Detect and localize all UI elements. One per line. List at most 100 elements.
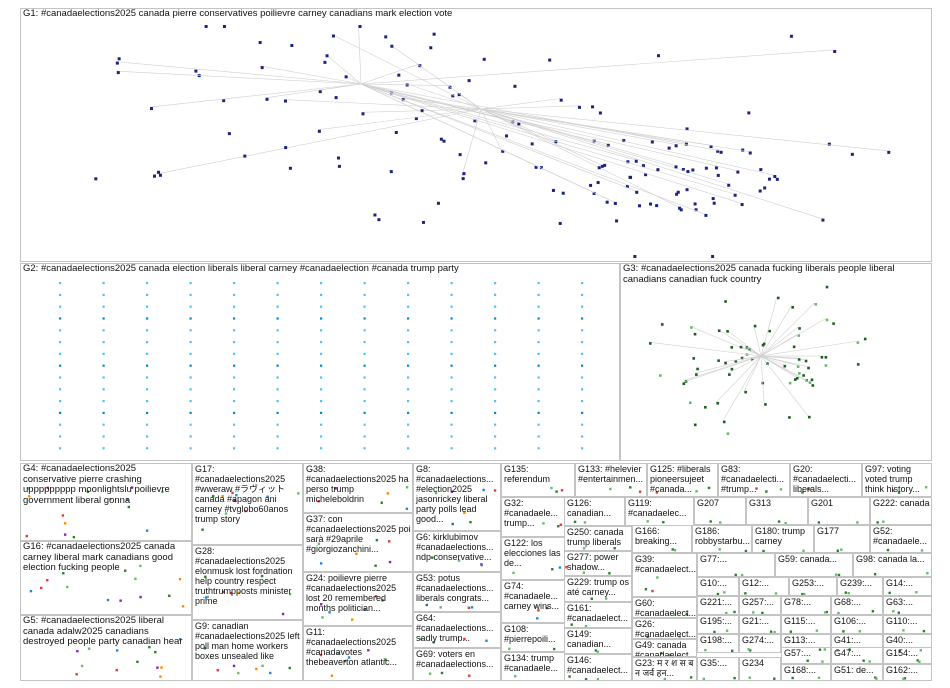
edge [360,83,734,195]
node [733,610,736,614]
cluster-g20: G20: #canadaelecti... liberals... [790,463,862,497]
cluster-g9-graph [203,647,291,675]
node [709,520,712,523]
node [317,500,320,503]
cluster-g52-graph [886,548,924,552]
edge [726,329,762,357]
node [581,447,584,450]
node [876,521,879,524]
cluster-g110-graph [902,629,926,633]
node [363,364,366,367]
node [288,166,292,170]
node [561,191,565,195]
cluster-g122: G122: los elecciones las de... [501,537,575,580]
node [924,486,928,489]
node [317,129,321,133]
node [882,520,885,523]
cluster-g229-graph [590,597,608,600]
cluster-g222: G222: canada [870,497,932,525]
node [407,352,410,355]
node [363,305,366,308]
cluster-g113-graph [818,648,827,651]
cluster-g221: G221:... [697,596,739,615]
node [61,514,65,517]
node [276,329,279,332]
node [734,360,738,364]
node [613,546,616,550]
node [189,423,192,426]
cluster-g26-graph [646,635,681,638]
node [682,382,686,386]
node [808,415,811,419]
node [451,94,455,98]
node [584,624,588,627]
node [320,376,323,379]
edge [265,83,362,99]
node [63,533,67,536]
node [59,364,62,367]
node [537,447,540,450]
edge [760,355,784,366]
cluster-g198: G198:... [697,634,739,653]
node [158,173,162,177]
node [711,197,715,201]
node [189,282,192,285]
node [222,590,225,594]
cluster-g162-graph [902,677,907,680]
node [875,677,878,680]
node [463,637,466,641]
cluster-g41-graph [836,648,851,652]
node [615,219,619,223]
node [276,447,279,450]
node [297,492,300,495]
node [414,117,418,121]
node [558,221,562,225]
node [808,381,812,384]
edge [722,355,762,421]
node [801,491,804,494]
node [517,122,521,126]
edge [283,99,482,110]
node [755,487,758,490]
node [102,282,105,285]
edge [480,108,675,166]
node [189,364,192,367]
node [694,208,698,212]
node [394,130,398,134]
cluster-g10: G10:... [697,577,739,596]
node [573,520,577,524]
node [337,652,340,655]
node [230,591,233,595]
edge [760,355,765,404]
node [512,571,515,575]
cluster-g166-graph [671,548,677,552]
cluster-g253: G253:... [789,577,837,596]
node [723,591,726,594]
cluster-g161-graph [570,623,588,627]
cluster-g57-graph [806,659,824,663]
node [59,423,62,426]
node [288,592,292,596]
node [189,400,192,403]
node [671,548,674,551]
node [559,523,563,526]
node [407,423,410,426]
node [463,511,466,515]
cluster-g97-graph [892,486,928,494]
cluster-g64-graph [419,637,488,644]
node [334,487,337,490]
cluster-g239-graph [844,591,850,595]
node [407,317,410,320]
node [792,345,796,349]
edge [727,355,762,374]
node [537,376,540,379]
cluster-g195-graph [713,629,729,633]
node [513,675,517,678]
node [744,549,748,552]
edge [760,326,799,357]
node [439,137,443,141]
node [555,490,558,493]
cluster-g35-graph [702,676,736,680]
cluster-g221-graph [725,610,736,614]
cluster-g277: G277: power shadow... [564,551,632,576]
